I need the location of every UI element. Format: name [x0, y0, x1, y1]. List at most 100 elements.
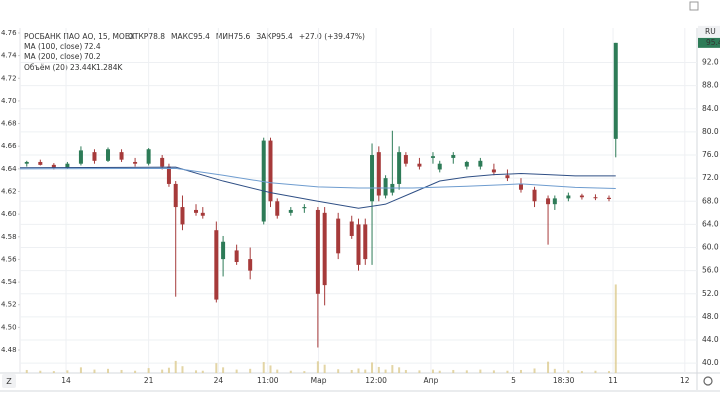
volume-bar	[107, 368, 110, 373]
candle-body	[505, 175, 510, 179]
candle-body	[194, 209, 199, 213]
candle-body	[430, 156, 435, 158]
candle-body	[376, 152, 381, 196]
volume-bar	[533, 368, 536, 373]
candle-body	[234, 250, 239, 262]
currency-label: RU	[705, 27, 716, 36]
volume-bar	[167, 367, 170, 373]
volume-bar	[547, 361, 550, 373]
candle-body	[173, 183, 178, 208]
candle-body	[65, 163, 70, 168]
volume-bar	[371, 362, 374, 373]
candle-body	[546, 198, 551, 205]
candle-body	[214, 230, 219, 300]
volume-bar	[337, 369, 340, 373]
volume-bar	[66, 370, 69, 373]
volume-bar	[79, 367, 82, 373]
last-price-label: 95.4	[706, 38, 720, 47]
volume-bar	[479, 369, 482, 373]
y-tick-label: 4.50	[1, 323, 17, 331]
volume-bar	[174, 360, 177, 373]
candle-body	[593, 197, 598, 199]
x-tick-label: 5	[511, 376, 516, 385]
x-tick-label: 11	[608, 376, 618, 385]
y2-tick-label: 88.0	[702, 81, 719, 90]
candle-body	[261, 140, 266, 222]
candle-body	[370, 155, 375, 202]
volume-bar	[519, 369, 522, 373]
volume-bar	[607, 371, 610, 373]
candle-body	[275, 201, 280, 216]
ma-line	[19, 167, 616, 190]
volume-bar	[567, 370, 570, 373]
y2-tick-label: 92.0	[702, 58, 719, 67]
candle-body	[397, 152, 402, 184]
zoom-icon[interactable]: Z	[6, 377, 12, 386]
candle-body	[478, 160, 483, 167]
candle-body	[24, 161, 29, 164]
volume-bar	[303, 371, 306, 373]
settings-icon[interactable]	[703, 376, 713, 386]
x-tick-label: 12	[680, 376, 690, 385]
candle-body	[268, 140, 273, 202]
candle-body	[566, 195, 571, 199]
candle-body	[322, 212, 327, 286]
x-tick-label: 12:00	[365, 376, 387, 385]
candle-body	[119, 152, 124, 160]
y2-tick-label: 80.0	[702, 127, 719, 136]
x-tick-label: Апр	[424, 376, 439, 385]
volume-bar	[147, 368, 150, 373]
x-tick-label: Мар	[311, 376, 327, 385]
y-tick-label: 4.76	[1, 29, 17, 37]
volume-bar	[506, 370, 509, 373]
volume-bar	[398, 367, 401, 373]
candle-body	[451, 155, 456, 158]
x-tick-label: 21	[144, 376, 154, 385]
candle-body	[403, 155, 408, 164]
menu-icon[interactable]	[689, 1, 699, 11]
candle-body	[383, 178, 388, 196]
volume-bar	[215, 363, 218, 373]
volume-bar	[350, 369, 353, 373]
x-tick-label: 24	[214, 376, 224, 385]
volume-bar	[377, 366, 380, 373]
candle-body	[491, 169, 496, 173]
candle-body	[302, 207, 307, 209]
y-tick-label: 4.54	[1, 278, 17, 286]
ma-value: 70.2	[84, 52, 101, 61]
y2-tick-label: 84.0	[702, 104, 719, 113]
volume-bar	[120, 369, 123, 373]
ma-name: MA (100, close)	[24, 42, 82, 51]
y2-tick-label: 72.0	[702, 173, 719, 182]
candle-body	[606, 197, 611, 199]
candle-body	[532, 189, 537, 202]
candle-body	[417, 163, 422, 167]
candle-body	[518, 183, 523, 190]
legend: РОСБАНК ПАО АО, 15, MOEX MA (100, close)…	[24, 32, 365, 72]
volume-bar	[316, 361, 319, 373]
candle-body	[51, 164, 56, 168]
volume-bar	[39, 370, 42, 373]
x-tick-label: 18:30	[553, 376, 575, 385]
candle-body	[92, 152, 97, 161]
volume-bar	[364, 369, 367, 373]
y-tick-label: 4.74	[1, 52, 17, 60]
x-tick-label: 14	[61, 376, 71, 385]
ma-name: MA (200, close)	[24, 52, 82, 61]
volume-name: Объём (20)	[24, 63, 68, 72]
candle-body	[106, 149, 111, 161]
y-tick-label: 4.68	[1, 120, 17, 128]
y-tick-label: 4.48	[1, 346, 17, 354]
zoom-button[interactable]	[2, 374, 16, 388]
y2-tick-label: 64.0	[702, 219, 719, 228]
volume-bar	[594, 370, 597, 373]
x-tick-label: 11:00	[257, 376, 279, 385]
y-tick-label: 4.62	[1, 187, 17, 195]
volume-bar	[181, 366, 184, 373]
candle-body	[166, 166, 171, 184]
volume-bar	[465, 370, 468, 373]
y2-tick-label: 68.0	[702, 196, 719, 205]
volume-bar	[580, 371, 583, 373]
volume-bar	[195, 370, 198, 373]
